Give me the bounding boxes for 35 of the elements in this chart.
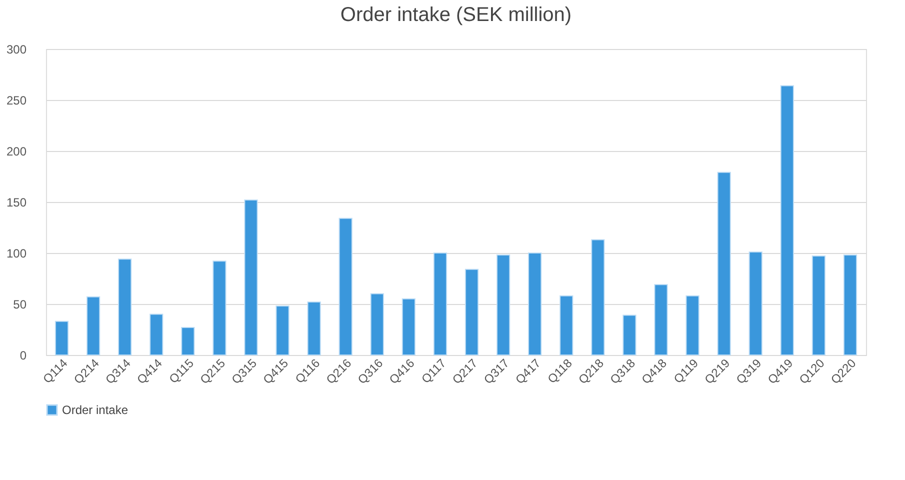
bar	[150, 314, 164, 356]
y-tick-label: 300	[6, 42, 27, 56]
bar	[181, 326, 195, 356]
bar	[622, 314, 636, 356]
y-tick-label: 200	[6, 144, 27, 158]
y-tick-label: 250	[6, 94, 27, 108]
bar	[591, 239, 605, 356]
bar	[433, 252, 448, 356]
bar	[402, 298, 416, 356]
bar	[686, 295, 700, 356]
bar	[560, 295, 574, 356]
y-tick-label: 150	[6, 196, 27, 210]
bar	[118, 258, 132, 356]
y-tick-label: 50	[13, 298, 27, 312]
bar	[812, 256, 826, 356]
bar	[496, 254, 510, 356]
bar	[748, 251, 762, 356]
bar	[338, 218, 352, 356]
legend-label: Order intake	[62, 403, 128, 417]
bar	[212, 260, 226, 356]
bar	[86, 296, 100, 356]
bar	[654, 284, 668, 356]
bar	[780, 85, 794, 356]
bar	[528, 252, 542, 356]
bar	[370, 293, 384, 356]
y-tick-label: 0	[20, 348, 27, 362]
bar	[244, 199, 258, 356]
bar	[464, 268, 479, 356]
bar	[843, 254, 858, 356]
chart-title: Order intake (SEK million)	[340, 4, 572, 26]
y-tick-label: 100	[6, 246, 27, 260]
bar	[54, 320, 69, 356]
bar	[717, 172, 731, 356]
bar	[307, 301, 321, 356]
bar	[276, 306, 290, 356]
